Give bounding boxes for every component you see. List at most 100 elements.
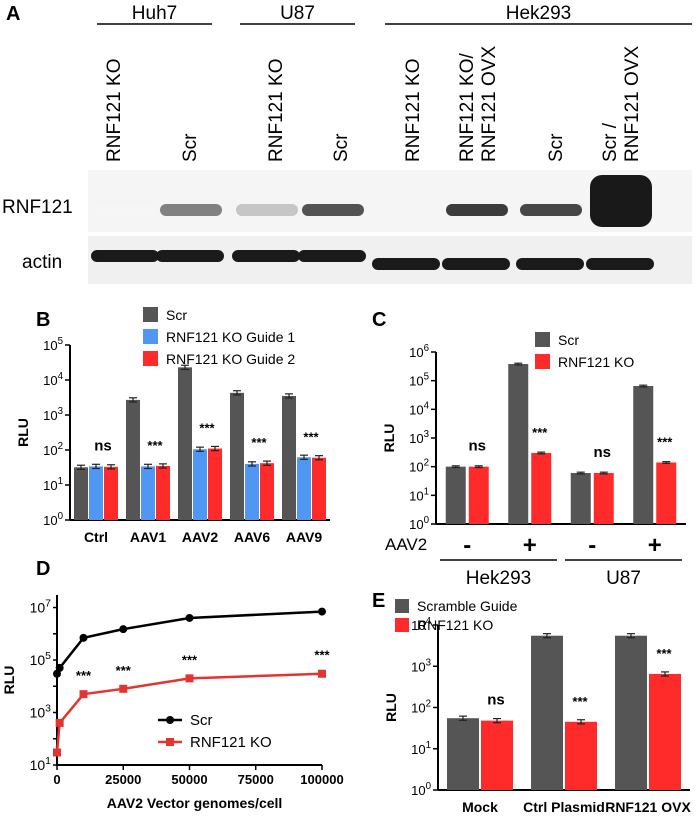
tick-exponent: 4 xyxy=(426,616,432,627)
blot-band-actin xyxy=(298,250,366,262)
blot-group-label: Huh7 xyxy=(132,3,177,24)
tick-base: 10 xyxy=(411,701,425,716)
panel-letter-c: C xyxy=(372,309,386,331)
significance-label: *** xyxy=(303,429,319,444)
tick-exponent: 5 xyxy=(58,336,64,347)
significance-label: *** xyxy=(656,646,672,661)
tick-base: 10 xyxy=(411,783,425,798)
legend-label: RNF121 KO xyxy=(190,734,272,751)
data-point xyxy=(79,690,88,699)
tick-exponent: 7 xyxy=(45,598,51,610)
legend-label: RNF121 KO Guide 2 xyxy=(166,351,295,367)
x-tick-label: Mock xyxy=(462,799,498,815)
blot-group-label: U87 xyxy=(280,3,315,24)
y-tick-label: 102 xyxy=(43,441,63,458)
aav2-sign: + xyxy=(648,532,662,559)
bar xyxy=(156,465,170,520)
bar xyxy=(468,466,489,524)
tick-exponent: 4 xyxy=(424,400,430,411)
blot-band-rnf121 xyxy=(95,204,157,216)
significance-label: *** xyxy=(116,663,132,678)
legend-swatch xyxy=(395,599,409,613)
bar xyxy=(260,463,274,520)
significance-label: *** xyxy=(532,425,548,440)
data-point xyxy=(185,674,194,683)
y-tick-label: 101 xyxy=(30,755,52,773)
y-tick-label: 103 xyxy=(43,406,63,423)
x-axis-label: AAV2 Vector genomes/cell xyxy=(107,795,283,811)
bar xyxy=(656,462,677,524)
lane-label: Scr / xyxy=(600,122,621,162)
y-tick-label: 101 xyxy=(411,740,431,757)
legend-label: Scr xyxy=(190,712,213,729)
data-point xyxy=(119,625,128,634)
lane-label: RNF121 KO xyxy=(266,59,287,162)
panel-letter-a: A xyxy=(6,3,20,25)
tick-base: 10 xyxy=(411,618,425,633)
panel-letter-d: D xyxy=(36,558,50,580)
blot-band-actin xyxy=(516,258,584,270)
legend-label: Scramble Guide xyxy=(417,598,518,614)
bar xyxy=(245,463,259,520)
bar xyxy=(141,466,155,520)
y-tick-label: 107 xyxy=(30,598,52,616)
aav2-sign: + xyxy=(523,532,537,559)
tick-base: 10 xyxy=(30,705,46,721)
tick-exponent: 3 xyxy=(45,703,51,715)
blot-row-label: actin xyxy=(22,252,62,273)
x-tick-label: 50000 xyxy=(171,772,207,787)
tick-exponent: 3 xyxy=(58,406,63,417)
x-tick-label: AAV6 xyxy=(234,529,271,545)
tick-base: 10 xyxy=(409,374,423,389)
tick-base: 10 xyxy=(411,659,425,674)
tick-base: 10 xyxy=(30,600,46,616)
x-tick-label: 25000 xyxy=(105,772,141,787)
bar xyxy=(104,466,118,520)
tick-base: 10 xyxy=(30,652,46,668)
group-label: Hek293 xyxy=(466,568,532,589)
bar xyxy=(593,473,614,524)
blot-group-label: Hek293 xyxy=(506,3,572,24)
tick-base: 10 xyxy=(409,488,423,503)
aav2-sign: - xyxy=(463,532,471,559)
y-tick-label: 105 xyxy=(409,372,429,389)
data-point xyxy=(119,684,128,693)
lane-label: RNF121 OVX xyxy=(622,46,643,162)
data-point xyxy=(318,669,326,678)
tick-exponent: 5 xyxy=(45,650,51,662)
x-tick-label: Ctrl xyxy=(84,529,108,545)
tick-exponent: 2 xyxy=(58,441,63,452)
y-tick-label: 100 xyxy=(409,515,429,532)
group-label: U87 xyxy=(606,568,641,589)
blot-band-rnf121 xyxy=(520,204,582,216)
tick-exponent: 2 xyxy=(424,458,429,469)
tick-base: 10 xyxy=(43,373,57,388)
tick-exponent: 0 xyxy=(426,781,432,792)
y-tick-label: 103 xyxy=(409,429,429,446)
tick-base: 10 xyxy=(409,431,423,446)
legend-marker xyxy=(166,738,174,746)
y-tick-label: 102 xyxy=(409,458,429,475)
tick-exponent: 2 xyxy=(426,699,431,710)
blot-band-actin xyxy=(442,258,510,270)
bar xyxy=(126,399,140,520)
tick-exponent: 0 xyxy=(58,511,64,522)
data-point xyxy=(318,607,326,616)
y-axis-label: RLU xyxy=(1,666,17,695)
lane-label: Scr xyxy=(331,133,352,162)
blot-band-actin xyxy=(586,258,654,270)
tick-base: 10 xyxy=(43,338,57,353)
x-tick-label: Ctrl Plasmid xyxy=(523,799,605,815)
significance-label: *** xyxy=(199,421,215,436)
blot-row-label: RNF121 xyxy=(2,197,73,218)
tick-base: 10 xyxy=(409,517,423,532)
significance-label: *** xyxy=(76,668,92,683)
y-tick-label: 104 xyxy=(43,371,63,388)
blot-band-rnf121 xyxy=(160,204,222,216)
lane-label: Scr xyxy=(180,133,201,162)
tick-base: 10 xyxy=(30,757,46,773)
data-point xyxy=(55,663,64,672)
tick-base: 10 xyxy=(411,742,425,757)
y-tick-label: 100 xyxy=(43,511,63,528)
